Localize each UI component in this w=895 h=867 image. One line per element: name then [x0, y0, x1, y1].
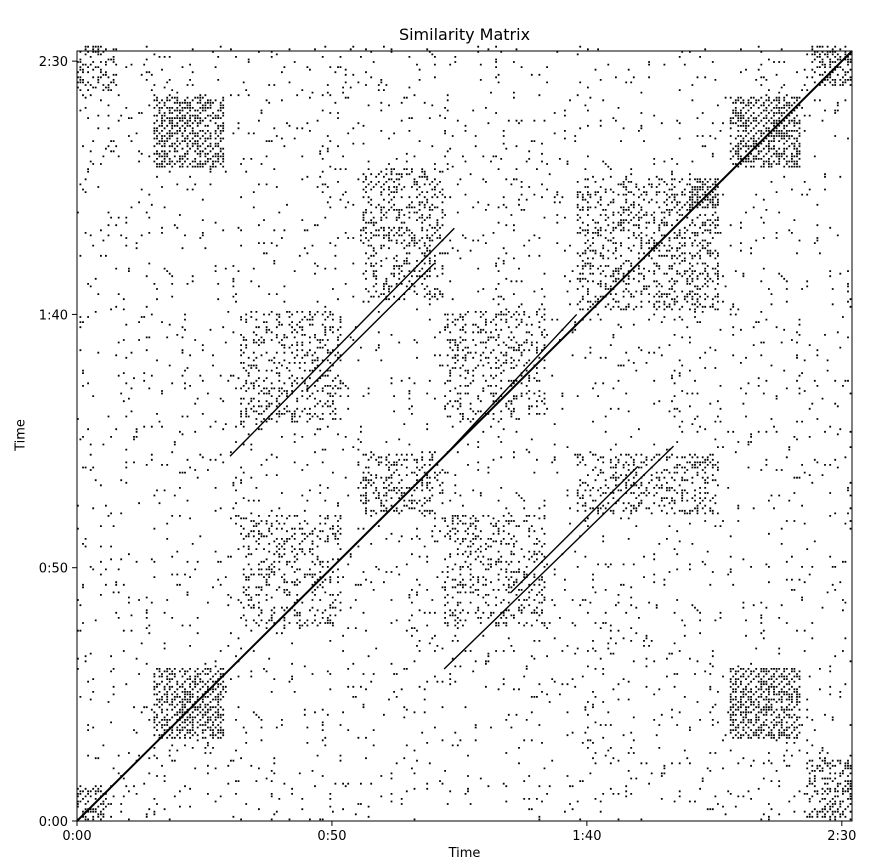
repetition-line-5: [509, 465, 639, 594]
x-tick-label-2: 1:40: [572, 829, 601, 844]
repetition-line-3: [229, 516, 384, 670]
main-diagonal: [76, 50, 853, 822]
repetition-line-0: [229, 227, 455, 457]
x-tick-label-1: 0:50: [317, 829, 346, 844]
y-tick-label-3: 2:30: [39, 55, 68, 70]
plot-frame: [76, 50, 853, 822]
repetition-line-2: [443, 313, 578, 457]
speckle-marks: [77, 45, 852, 821]
x-tick-label-3: 2:30: [827, 829, 856, 844]
repetition-line-4: [305, 263, 435, 391]
repetition-line-1: [443, 445, 675, 670]
y-tick-label-1: 0:50: [39, 562, 68, 577]
x-axis-label: Time: [448, 846, 481, 861]
y-tick-label-0: 0:00: [39, 815, 68, 830]
y-tick-label-2: 1:40: [39, 308, 68, 323]
chart-title: Similarity Matrix: [398, 25, 531, 44]
x-tick-label-0: 0:00: [62, 829, 91, 844]
y-axis-label: Time: [13, 419, 29, 451]
